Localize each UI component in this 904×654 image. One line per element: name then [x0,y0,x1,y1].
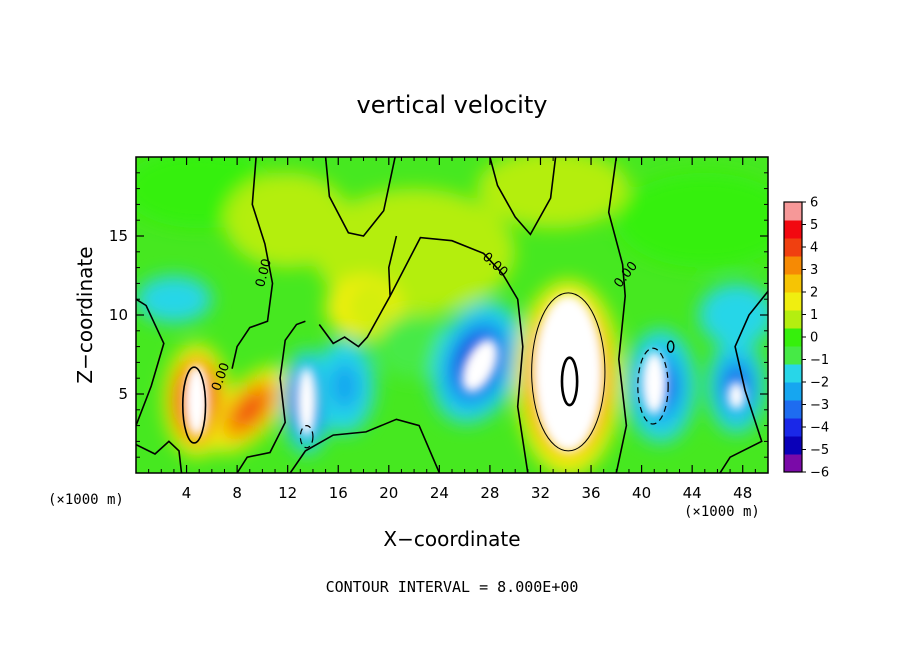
colorbar-tick-label: 3 [810,263,818,278]
x-tick-label: 40 [632,484,651,502]
x-tick-label: 48 [733,484,752,502]
contour-loop [181,366,207,444]
colorbar-tick-label: −4 [810,421,829,436]
colorbar: 6 5 4 3 2 1 0 −1 −2 −3 −4 −5 −6 [783,196,829,481]
field-core [296,367,317,437]
y-tick-label: 15 [109,227,128,245]
x-tick-label: 24 [430,484,449,502]
zero-contour [231,157,274,369]
colorbar-tick-label: −5 [810,443,829,458]
colorbar-swatch [784,346,802,365]
x-tick-label: 8 [232,484,242,502]
contour-loop [531,292,606,452]
colorbar-swatch [784,310,802,329]
x-tick-label: 32 [531,484,550,502]
colorbar-tick-label: 1 [810,308,818,323]
colorbar-tick-label: −6 [810,466,829,481]
colorbar-swatch [784,328,802,347]
zero-contour [236,320,306,473]
colorbar-swatch [784,238,802,257]
zero-contour [324,157,396,237]
colorbar-swatch [784,220,802,239]
field-region [698,283,768,347]
colorbar-tick-label: −1 [810,353,829,368]
contour-loop [637,347,669,425]
colorbar-tick-label: 5 [810,218,818,233]
field-region [224,172,351,268]
field-region [136,275,212,323]
colorbar-swatch [784,400,802,419]
colorbar-tick-label: 4 [810,241,818,256]
x-tick-label: 44 [683,484,702,502]
colorbar-tick-label: −2 [810,376,829,391]
colorbar-tick-label: 2 [810,286,818,301]
field-layers [136,157,768,473]
zero-contour [389,236,529,473]
zero-contour [136,440,183,473]
colorbar-swatch [784,274,802,293]
contour-loop [299,425,314,449]
colorbar-swatch [784,202,802,221]
colorbar-swatch [784,256,802,275]
x-tick-label: 28 [480,484,499,502]
colorbar-swatch [784,418,802,437]
field-region [616,172,768,268]
field-core [329,362,360,410]
field-core [461,338,499,393]
zero-contour [136,298,165,426]
field-core [236,395,264,425]
y-tick-label: 5 [118,385,128,403]
zero-contour [289,418,441,473]
x-axis-label: X−coordinate [383,527,520,551]
x-tick-label: 20 [379,484,398,502]
x-tick-label: 12 [278,484,297,502]
y-tick-label: 10 [109,306,128,324]
x-tick-label: 16 [329,484,348,502]
field-core [360,297,379,317]
colorbar-tick-label: 6 [810,196,818,211]
colorbar-swatch [784,382,802,401]
x-multiplier-label: (×1000 m) [48,492,124,508]
zero-contour [318,235,398,348]
colorbar-swatch [784,454,802,473]
x-tick-label: 4 [182,484,192,502]
x-tick-label: 36 [581,484,600,502]
field-region [477,157,629,229]
field-core [727,381,746,410]
zero-contour [719,290,768,473]
x-ticks: 4 8 12 16 20 24 28 32 36 40 44 48 [148,157,756,502]
contour-label: 0.00 [253,257,275,289]
contour-loop [560,356,579,407]
zero-contour [489,157,557,236]
y-axis-label: Z−coordinate [73,246,97,383]
colorbar-swatch [784,364,802,383]
colorbar-tick-label: 0 [810,331,818,346]
colorbar-tick-label: −3 [810,398,829,413]
y-ticks: 5 10 15 [109,172,768,458]
field-core [532,294,604,453]
contour-interval-note: CONTOUR INTERVAL = 8.000E+00 [326,578,579,596]
zero-contour [607,157,628,473]
colorbar-swatch [784,292,802,311]
colorbar-swatch [784,436,802,455]
x-multiplier-label-right: (×1000 m) [684,504,760,520]
contour-loop [666,340,675,353]
field-core [641,351,667,415]
chart-title: vertical velocity [357,91,548,119]
